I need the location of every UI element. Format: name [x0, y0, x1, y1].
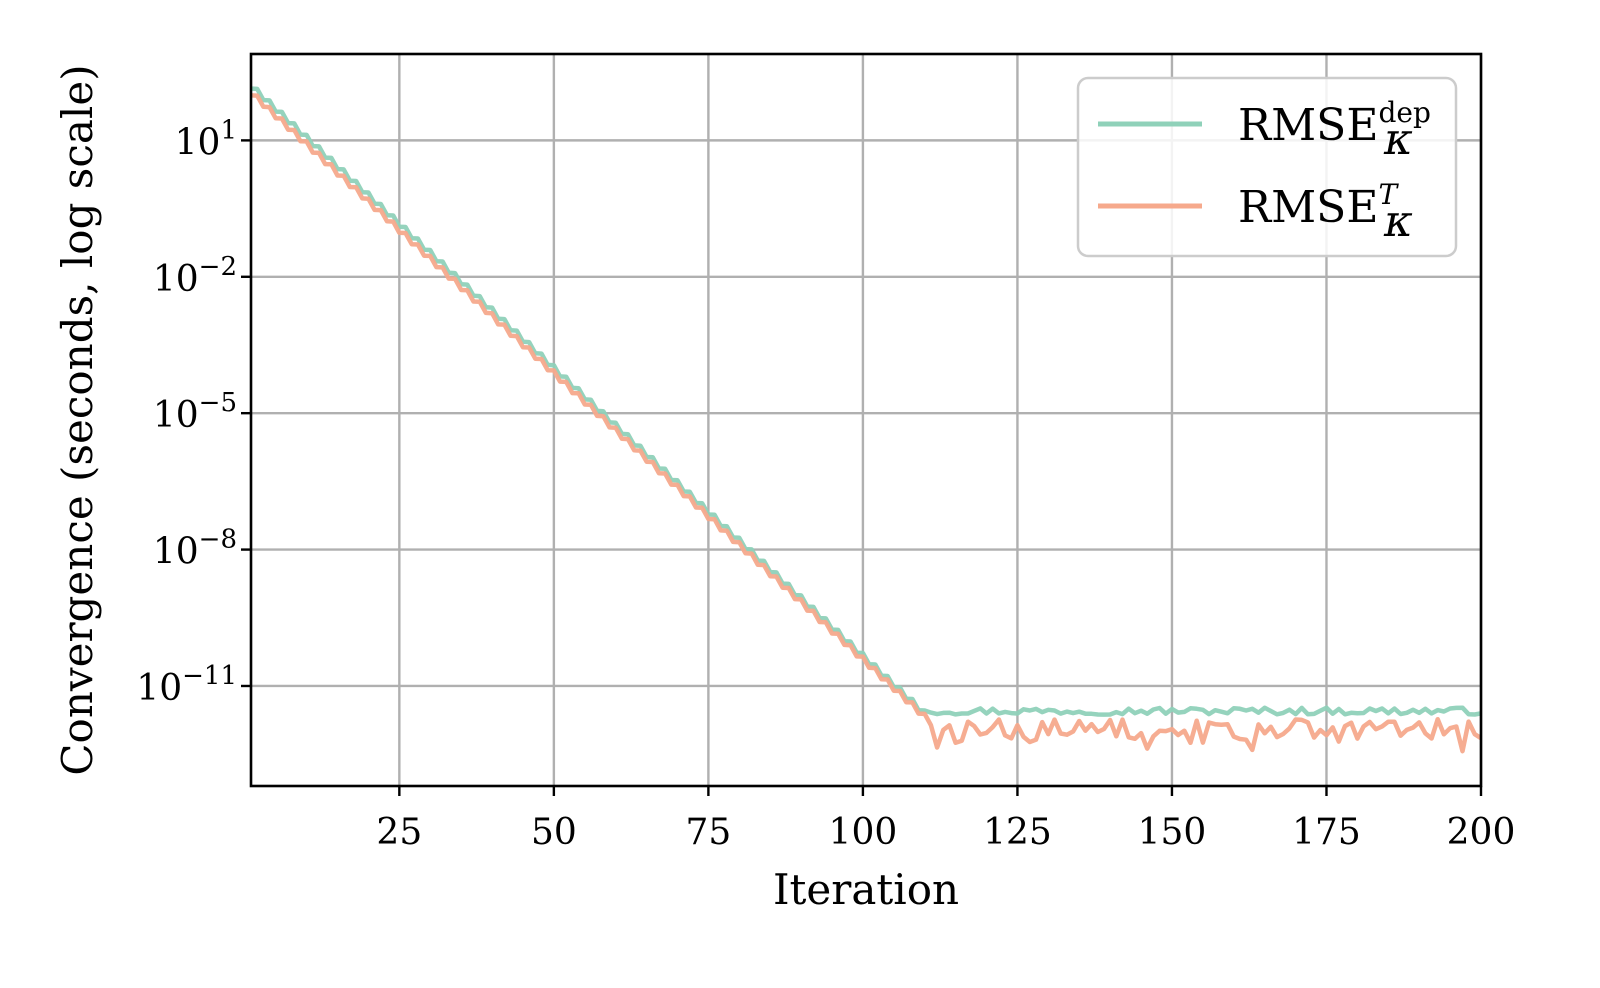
legend-series-name: RMSE [1238, 100, 1378, 151]
y-tick-exponent: 1 [220, 115, 237, 145]
y-tick-exponent: −2 [199, 252, 237, 282]
series-line-2 [250, 93, 1483, 754]
series-layer [250, 86, 1483, 754]
y-tick-label: 10−5 [153, 388, 237, 436]
legend-series-superscript: dep [1378, 96, 1430, 129]
legend-label-2: RMSET [1238, 178, 1399, 233]
legend-label-1: RMSEdep [1238, 96, 1431, 151]
plot-frame [249, 52, 1483, 788]
y-tick-base: 10 [153, 259, 199, 300]
x-axis-title: Iteration [773, 865, 959, 914]
y-tick-base: 10 [136, 668, 182, 709]
y-tick-base: 10 [175, 122, 221, 163]
legend-series-superscript: T [1378, 178, 1399, 211]
y-tick-label: 10−2 [153, 252, 237, 300]
x-tick-label: 200 [1447, 812, 1516, 853]
x-tick-label: 25 [376, 812, 422, 853]
x-tick-label: 100 [829, 812, 898, 853]
y-tick-label: 10−8 [153, 525, 237, 573]
x-tick-label: 175 [1292, 812, 1361, 853]
x-tick-label: 75 [685, 812, 731, 853]
x-tick-label: 125 [983, 812, 1052, 853]
y-tick-label: 10−11 [136, 661, 237, 709]
y-tick-exponent: −8 [199, 525, 237, 555]
y-tick-base: 10 [153, 532, 199, 573]
y-tick-exponent: −11 [182, 661, 237, 691]
x-tick-label: 50 [531, 812, 577, 853]
legend-series-subscript: κ [1383, 114, 1413, 165]
y-tick-exponent: −5 [199, 388, 237, 418]
y-axis-title: Convergence (seconds, log scale) [53, 64, 102, 775]
y-tick-base: 10 [153, 395, 199, 436]
x-tick-labels: 25 50 75 100 125 150 175 200 [376, 812, 1515, 853]
ticks [241, 139, 1483, 796]
y-tick-label: 101 [175, 115, 237, 163]
legend-series-subscript: κ [1383, 196, 1413, 247]
x-tick-label: 150 [1138, 812, 1207, 853]
legend-series-name: RMSE [1238, 182, 1378, 233]
